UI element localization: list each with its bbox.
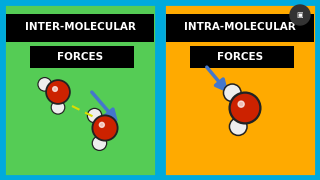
- Text: FORCES: FORCES: [217, 52, 263, 62]
- Circle shape: [51, 100, 65, 114]
- Circle shape: [223, 84, 241, 102]
- Circle shape: [53, 87, 57, 91]
- Circle shape: [92, 136, 107, 150]
- Circle shape: [38, 78, 52, 91]
- Circle shape: [46, 80, 70, 104]
- FancyBboxPatch shape: [166, 14, 314, 42]
- Text: ▣: ▣: [297, 12, 303, 18]
- Circle shape: [238, 101, 244, 107]
- Circle shape: [229, 118, 247, 135]
- Circle shape: [99, 122, 104, 127]
- Circle shape: [92, 115, 118, 141]
- FancyBboxPatch shape: [30, 46, 134, 68]
- FancyBboxPatch shape: [190, 46, 294, 68]
- FancyBboxPatch shape: [6, 14, 154, 42]
- FancyBboxPatch shape: [164, 4, 316, 176]
- Circle shape: [229, 93, 260, 123]
- Text: INTRA-MOLECULAR: INTRA-MOLECULAR: [184, 22, 296, 32]
- Circle shape: [290, 5, 310, 25]
- Text: INTER-MOLECULAR: INTER-MOLECULAR: [25, 22, 135, 32]
- FancyBboxPatch shape: [4, 4, 156, 176]
- Circle shape: [87, 108, 102, 123]
- Text: FORCES: FORCES: [57, 52, 103, 62]
